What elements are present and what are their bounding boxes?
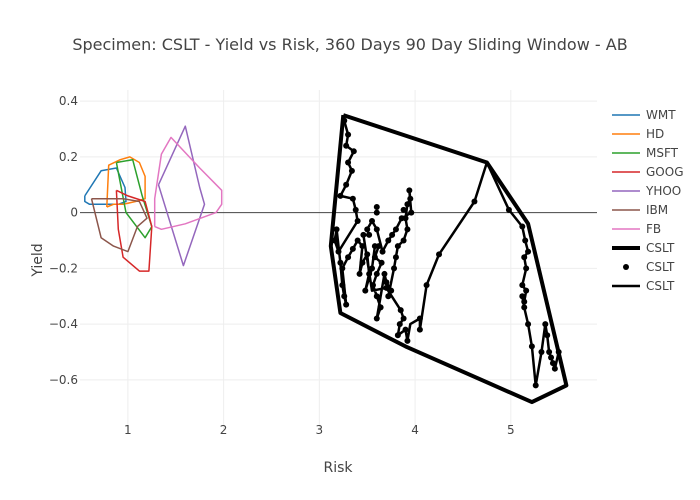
y-tick-labels: −0.6 −0.4 −0.2 0 0.2 0.4 <box>49 94 78 387</box>
x-tick-label: 5 <box>507 423 515 437</box>
series-line-cslt-7 <box>328 113 569 405</box>
series-line-wmt-0 <box>84 167 127 206</box>
y-tick-label: 0 <box>70 206 78 220</box>
data-point <box>373 204 380 211</box>
y-tick-label: 0.4 <box>59 94 78 108</box>
data-point <box>373 209 380 216</box>
legend-label: CSLT <box>646 279 675 293</box>
legend-item[interactable]: FB <box>612 222 661 236</box>
chart-title: Specimen: CSLT - Yield vs Risk, 360 Days… <box>72 35 627 54</box>
legend-label: MSFT <box>646 146 679 160</box>
legend-label: IBM <box>646 203 668 217</box>
legend-item[interactable]: CSLT <box>612 241 675 255</box>
y-tick-label: −0.6 <box>49 373 78 387</box>
legend-item[interactable]: YHOO <box>612 184 681 198</box>
series-line-cslt-9 <box>333 120 568 387</box>
y-tick-label: −0.2 <box>49 261 78 275</box>
series-line-ibm-5 <box>90 197 148 253</box>
x-tick-label: 1 <box>124 423 132 437</box>
legend-item[interactable]: WMT <box>612 108 676 122</box>
y-axis-label: Yield <box>30 243 46 277</box>
legend-item[interactable]: HD <box>612 127 664 141</box>
legend-label: FB <box>646 222 661 236</box>
legend-item[interactable]: CSLT <box>612 279 675 293</box>
x-tick-label: 2 <box>220 423 228 437</box>
grid <box>80 90 597 430</box>
legend: WMT HD MSFT GOOG YHOO IBM FB CSLT CSLT CSLT <box>612 108 684 293</box>
data-point <box>400 206 407 213</box>
y-tick-label: 0.2 <box>59 150 78 164</box>
legend-label: WMT <box>646 108 676 122</box>
legend-label: YHOO <box>645 184 681 198</box>
legend-item[interactable]: MSFT <box>612 146 679 160</box>
legend-label: CSLT <box>646 241 675 255</box>
x-axis-label: Risk <box>323 460 353 476</box>
series-line-goog-3 <box>115 189 153 272</box>
legend-label: GOOG <box>646 165 684 179</box>
x-tick-label: 3 <box>316 423 324 437</box>
x-tick-label: 4 <box>411 423 419 437</box>
legend-item[interactable]: CSLT <box>623 260 675 274</box>
series-line-fb-6 <box>153 136 223 231</box>
legend-item[interactable]: GOOG <box>612 165 684 179</box>
series-line-yhoo-4 <box>157 125 206 267</box>
legend-swatch <box>623 264 629 270</box>
legend-label: CSLT <box>646 260 675 274</box>
legend-label: HD <box>646 127 664 141</box>
legend-item[interactable]: IBM <box>612 203 668 217</box>
y-tick-label: −0.4 <box>49 317 78 331</box>
x-tick-labels: 1 2 3 4 5 <box>124 423 515 437</box>
series-line-hd-1 <box>106 156 146 208</box>
plot-area <box>84 113 569 405</box>
